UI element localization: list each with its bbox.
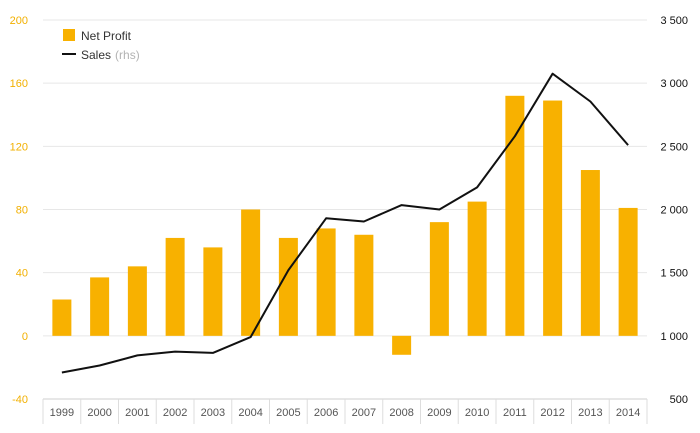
right-tick-label: 1 000 [660, 331, 688, 343]
legend-label-net-profit: Net Profit [81, 29, 132, 43]
left-tick-label: 200 [10, 15, 28, 27]
legend: Net Profit Sales (rhs) [62, 29, 140, 62]
left-tick-label: 120 [10, 141, 28, 153]
x-tick-label-2010: 2010 [465, 407, 489, 419]
x-tick-label-2014: 2014 [616, 407, 640, 419]
bar-net-profit-2007 [354, 234, 374, 336]
right-tick-label: 2 500 [660, 141, 688, 153]
bar-net-profit-2003 [203, 247, 223, 336]
x-tick-label-2002: 2002 [163, 407, 187, 419]
x-tick-label-2011: 2011 [503, 407, 527, 419]
line-sales [61, 72, 629, 374]
bar-net-profit-2010 [467, 201, 487, 336]
right-tick-label: 2 000 [660, 205, 688, 217]
legend-swatch-net-profit [63, 29, 75, 41]
left-tick-label: -40 [12, 394, 28, 406]
left-y-axis: -40 0 40 80 120 160 200 [10, 15, 28, 406]
left-tick-label: 160 [10, 78, 28, 90]
right-tick-label: 500 [670, 394, 688, 406]
bar-net-profit-2008 [392, 335, 412, 355]
line-series-sales [61, 72, 629, 374]
bar-net-profit-2002 [165, 237, 185, 336]
bar-net-profit-2006 [316, 228, 336, 336]
left-tick-label: 40 [16, 268, 28, 280]
x-tick-label-1999: 1999 [50, 407, 74, 419]
x-axis: 1999 2000 2001 2002 2003 2004 2005 2006 2007 2008… [42, 398, 648, 424]
x-tick-label-2004: 2004 [238, 407, 262, 419]
x-tick-label-2008: 2008 [389, 407, 413, 419]
right-y-axis: 500 1 000 1 500 2 000 2 500 3 000 3 500 [660, 15, 688, 406]
left-tick-label: 0 [22, 331, 28, 343]
x-tick-label-2006: 2006 [314, 407, 338, 419]
left-tick-label: 80 [16, 205, 28, 217]
x-tick-label-2001: 2001 [125, 407, 149, 419]
legend-label-sales-suffix: (rhs) [115, 48, 140, 62]
x-tick-label-2009: 2009 [427, 407, 451, 419]
bar-net-profit-2011 [505, 95, 525, 336]
right-tick-label: 3 000 [660, 78, 688, 90]
x-tick-label-2012: 2012 [540, 407, 564, 419]
bar-net-profit-2005 [278, 237, 298, 336]
bar-net-profit-2004 [241, 209, 261, 336]
x-tick-label-2007: 2007 [352, 407, 376, 419]
right-tick-label: 3 500 [660, 15, 688, 27]
bar-net-profit-1999 [52, 299, 72, 336]
legend-label-sales: Sales (rhs) [81, 48, 140, 62]
x-tick-label-2013: 2013 [578, 407, 602, 419]
right-tick-label: 1 500 [660, 268, 688, 280]
x-tick-label-2005: 2005 [276, 407, 300, 419]
legend-label-sales-name: Sales [81, 48, 111, 62]
bar-net-profit-2013 [580, 170, 600, 336]
x-tick-label-2000: 2000 [87, 407, 111, 419]
bar-net-profit-2009 [429, 222, 449, 336]
bar-net-profit-2014 [618, 207, 638, 336]
bar-net-profit-2001 [127, 266, 147, 336]
bar-net-profit-2000 [90, 277, 110, 336]
bar-series-net-profit [52, 95, 638, 355]
bar-net-profit-2012 [543, 100, 563, 336]
x-tick-label-2003: 2003 [201, 407, 225, 419]
